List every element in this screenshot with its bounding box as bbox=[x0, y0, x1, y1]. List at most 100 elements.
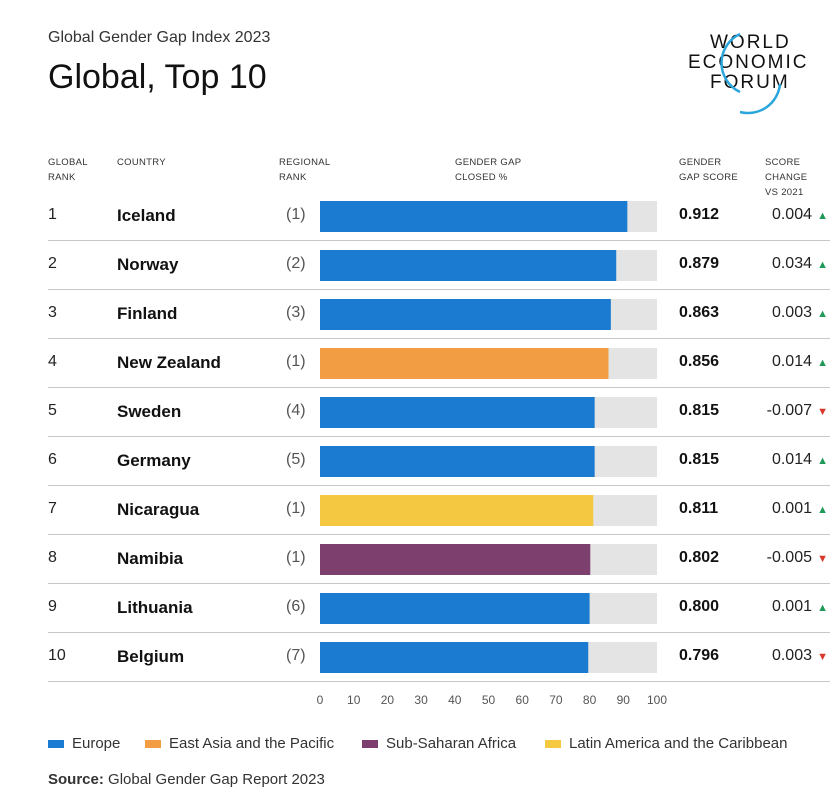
score-change: -0.005 bbox=[766, 549, 812, 566]
bar-iceland bbox=[320, 201, 628, 232]
country-name: Sweden bbox=[117, 402, 182, 421]
table-row: 4 New Zealand (1) 0.856 0.014 ▲ bbox=[48, 339, 830, 388]
gap-score: 0.796 bbox=[679, 647, 720, 664]
table-row: 1 Iceland (1) 0.912 0.004 ▲ bbox=[48, 192, 830, 241]
bar-sweden bbox=[320, 397, 595, 428]
row-divider bbox=[48, 485, 830, 486]
chart-subtitle: Global Gender Gap Index 2023 bbox=[48, 29, 271, 46]
legend-swatch-east-asia bbox=[145, 739, 161, 748]
row-divider bbox=[48, 681, 830, 682]
triangle-up-icon: ▲ bbox=[817, 210, 828, 222]
score-change: 0.034 bbox=[771, 255, 812, 272]
header-regional-rank-line2: RANK bbox=[279, 172, 307, 183]
global-rank: 2 bbox=[48, 255, 57, 272]
score-change: 0.014 bbox=[771, 451, 812, 468]
x-tick-label: 80 bbox=[583, 693, 597, 707]
global-rank: 9 bbox=[48, 598, 57, 615]
regional-rank: (2) bbox=[286, 255, 306, 272]
gap-score: 0.856 bbox=[679, 353, 720, 370]
triangle-up-icon: ▲ bbox=[817, 308, 828, 320]
logo-arc-icon bbox=[720, 32, 782, 115]
x-tick-label: 70 bbox=[549, 693, 563, 707]
country-name: New Zealand bbox=[117, 353, 221, 372]
legend-swatch-europe bbox=[48, 739, 64, 748]
global-rank: 5 bbox=[48, 402, 57, 419]
legend-item-europe: Europe bbox=[48, 735, 120, 752]
row-divider bbox=[48, 338, 830, 339]
country-name: Iceland bbox=[117, 206, 176, 225]
x-tick-label: 60 bbox=[516, 693, 530, 707]
header-regional-rank-line1: REGIONAL bbox=[279, 157, 331, 168]
source-text: Global Gender Gap Report 2023 bbox=[108, 771, 325, 788]
x-tick-label: 20 bbox=[381, 693, 395, 707]
triangle-down-icon: ▼ bbox=[817, 406, 828, 418]
regional-rank: (1) bbox=[286, 500, 306, 517]
wef-logo: WORLD ECONOMIC FORUM bbox=[680, 26, 830, 126]
global-rank: 6 bbox=[48, 451, 57, 468]
triangle-up-icon: ▲ bbox=[817, 455, 828, 467]
regional-rank: (4) bbox=[286, 402, 306, 419]
bar-germany bbox=[320, 446, 595, 477]
score-change: 0.004 bbox=[771, 206, 812, 223]
header-country: COUNTRY bbox=[117, 155, 166, 170]
bar-finland bbox=[320, 299, 611, 330]
gap-score: 0.815 bbox=[679, 451, 720, 468]
global-rank: 4 bbox=[48, 353, 57, 370]
table-row: 7 Nicaragua (1) 0.811 0.001 ▲ bbox=[48, 486, 830, 535]
header-gap-score: GENDER GAP SCORE bbox=[679, 155, 738, 185]
logo-line-world: WORLD bbox=[710, 32, 791, 53]
table-row: 5 Sweden (4) 0.815 -0.007 ▼ bbox=[48, 388, 830, 437]
score-change: 0.003 bbox=[771, 647, 812, 664]
header-gap-closed-line2: CLOSED % bbox=[455, 172, 508, 183]
logo-line-forum: FORUM bbox=[710, 72, 790, 93]
country-name: Namibia bbox=[117, 549, 184, 568]
table-row: 9 Lithuania (6) 0.800 0.001 ▲ bbox=[48, 584, 830, 633]
table-row: 8 Namibia (1) 0.802 -0.005 ▼ bbox=[48, 535, 830, 584]
score-change: -0.007 bbox=[766, 402, 812, 419]
x-tick-label: 10 bbox=[347, 693, 361, 707]
triangle-up-icon: ▲ bbox=[817, 357, 828, 369]
gap-score: 0.879 bbox=[679, 255, 720, 272]
row-divider bbox=[48, 436, 830, 437]
gap-score: 0.800 bbox=[679, 598, 720, 615]
source-label: Source: bbox=[48, 771, 104, 788]
gap-score: 0.815 bbox=[679, 402, 720, 419]
header-gap-closed: GENDER GAP CLOSED % bbox=[455, 155, 521, 185]
table-row: 2 Norway (2) 0.879 0.034 ▲ bbox=[48, 241, 830, 290]
chart-title: Global, Top 10 bbox=[48, 58, 267, 96]
header-score-change-line2: CHANGE bbox=[765, 172, 808, 183]
header-gap-score-line1: GENDER bbox=[679, 157, 722, 168]
x-tick-label: 30 bbox=[414, 693, 428, 707]
source-note: Source: Global Gender Gap Report 2023 bbox=[48, 771, 325, 788]
legend-item-sub-saharan: Sub-Saharan Africa bbox=[362, 735, 516, 752]
score-change: 0.014 bbox=[771, 353, 812, 370]
triangle-up-icon: ▲ bbox=[817, 504, 828, 516]
triangle-down-icon: ▼ bbox=[817, 553, 828, 565]
triangle-up-icon: ▲ bbox=[817, 259, 828, 271]
bar-chart: 0 10 20 30 40 50 60 70 80 90 100 bbox=[317, 201, 667, 707]
global-rank: 7 bbox=[48, 500, 57, 517]
logo-line-economic: ECONOMIC bbox=[688, 52, 809, 73]
header-regional-rank: REGIONAL RANK bbox=[279, 155, 331, 185]
country-name: Germany bbox=[117, 451, 191, 470]
regional-rank: (3) bbox=[286, 304, 306, 321]
x-tick-label: 100 bbox=[647, 693, 667, 707]
header-score-change: SCORE CHANGE VS 2021 bbox=[765, 155, 807, 200]
header-gap-score-line2: GAP SCORE bbox=[679, 172, 739, 183]
bar-namibia bbox=[320, 544, 591, 575]
regional-rank: (1) bbox=[286, 549, 306, 566]
header-global-rank: GLOBAL RANK bbox=[48, 155, 88, 185]
global-rank: 3 bbox=[48, 304, 57, 321]
row-divider bbox=[48, 534, 830, 535]
global-rank: 1 bbox=[48, 206, 57, 223]
legend-item-east-asia: East Asia and the Pacific bbox=[145, 735, 334, 752]
global-rank: 10 bbox=[48, 647, 66, 664]
gap-score: 0.802 bbox=[679, 549, 720, 566]
row-divider bbox=[48, 240, 830, 241]
legend-label-sub-saharan: Sub-Saharan Africa bbox=[386, 735, 517, 752]
row-divider bbox=[48, 289, 830, 290]
row-divider bbox=[48, 632, 830, 633]
regional-rank: (6) bbox=[286, 598, 306, 615]
header-global-rank-line1: GLOBAL bbox=[48, 157, 88, 168]
regional-rank: (1) bbox=[286, 353, 306, 370]
